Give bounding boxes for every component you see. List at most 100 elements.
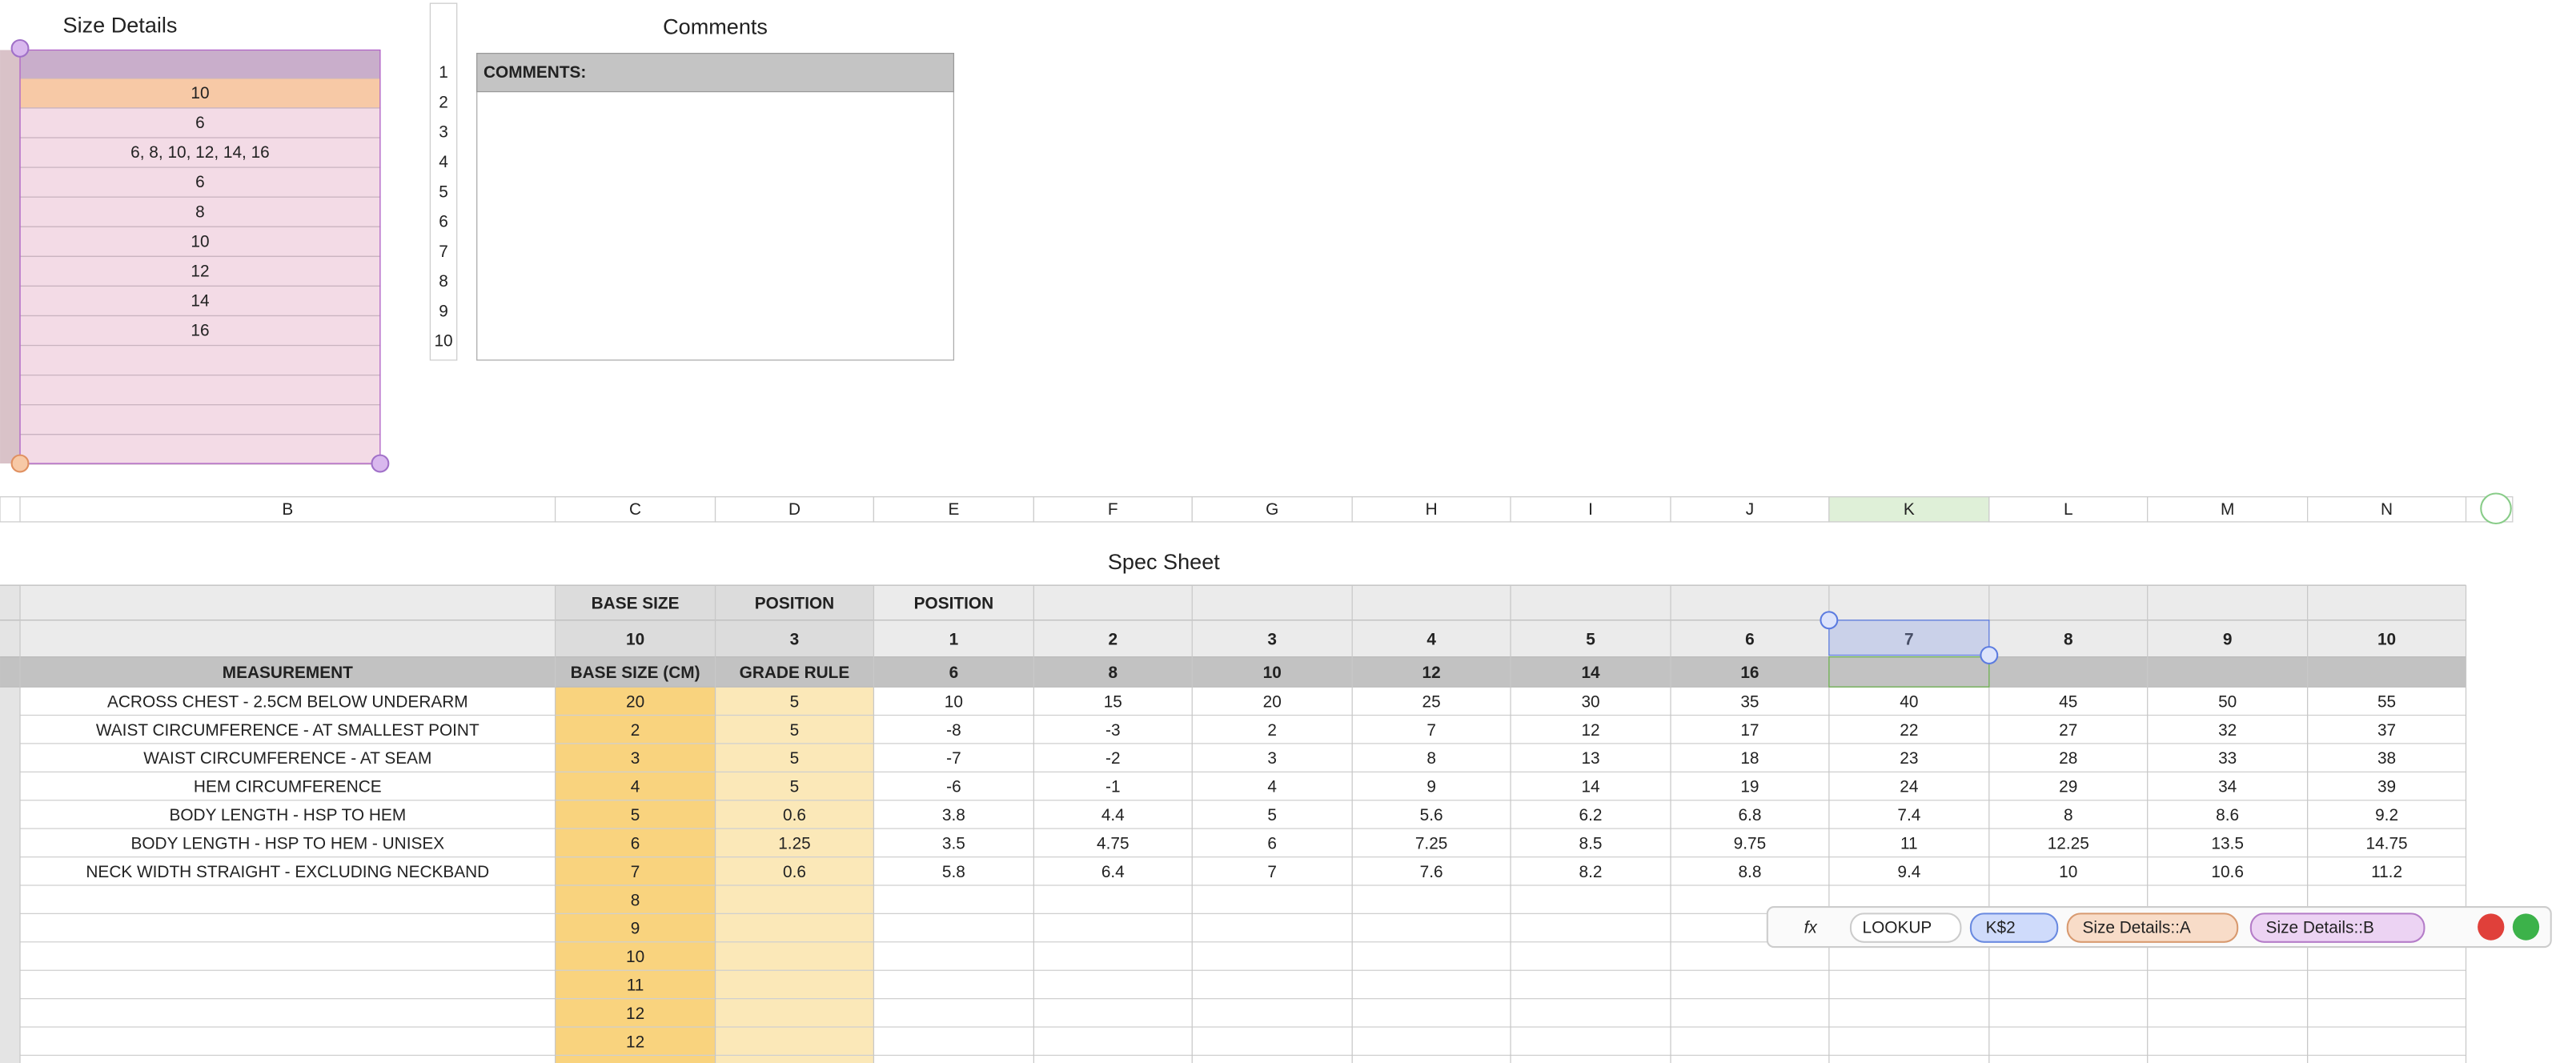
cell-text: 7 <box>631 863 640 881</box>
cell <box>19 434 381 465</box>
reference-text: K$2 <box>1986 919 2016 937</box>
cell-text: 9 <box>2223 630 2233 648</box>
cell-text: 8.8 <box>1738 863 1761 881</box>
cell-text: 20 <box>1263 692 1282 711</box>
cell-text: 3 <box>1267 630 1277 648</box>
cell-text: 10 <box>191 232 209 251</box>
cell-text: F <box>1108 500 1118 519</box>
cell <box>555 687 716 716</box>
fx-icon: fx <box>1804 919 1819 937</box>
cell-text: 10 <box>434 332 452 351</box>
resize-handle[interactable] <box>1980 646 1999 665</box>
cell-text: 4 <box>439 153 448 171</box>
cell-text: 5 <box>790 778 800 796</box>
resize-handle[interactable] <box>1820 611 1839 630</box>
cell-text: BODY LENGTH - HSP TO HEM - UNISEX <box>130 834 444 852</box>
cell-text: 5 <box>1267 806 1277 824</box>
reference-token[interactable] <box>2066 913 2239 943</box>
resize-handle[interactable] <box>10 454 30 473</box>
cell-text: 2 <box>1109 630 1118 648</box>
function-name: LOOKUP <box>1863 919 1932 937</box>
cell-text: 3 <box>439 123 448 142</box>
cell-text: 10 <box>626 630 644 648</box>
pause-button[interactable] <box>2480 492 2512 525</box>
column-header <box>714 496 875 523</box>
cell-text: 6 <box>439 213 448 231</box>
cell-text: 3.5 <box>942 834 965 852</box>
cell-text: 6 <box>1267 834 1277 852</box>
cell-text: 3 <box>790 630 800 648</box>
reference-token[interactable] <box>2249 913 2426 943</box>
cell-text: -8 <box>946 721 961 740</box>
cell-text: 10 <box>945 692 963 711</box>
cell-text: 16 <box>191 322 209 340</box>
cell-text: 12 <box>626 1033 644 1051</box>
cell-text: 30 <box>1581 692 1599 711</box>
cell-text: 10 <box>2377 630 2396 648</box>
row-header-col <box>429 2 458 361</box>
cell-text: C <box>629 500 641 519</box>
cell-text: 10 <box>626 948 644 966</box>
reference-token[interactable] <box>1969 913 2059 943</box>
cell-text: 22 <box>1900 721 1918 740</box>
cell-text: 32 <box>2218 721 2237 740</box>
cell-text: 40 <box>1900 692 1918 711</box>
cell <box>715 687 874 716</box>
cell-text: 10 <box>191 84 209 102</box>
cell-text: 9 <box>439 302 448 320</box>
selection <box>19 49 381 464</box>
cell-text: 6 <box>195 114 205 132</box>
cell-text: 29 <box>2059 778 2077 796</box>
cell-text: 7.25 <box>1415 834 1448 852</box>
cell <box>555 828 716 857</box>
cell-text: BODY LENGTH - HSP TO HEM <box>169 806 406 824</box>
cell <box>555 1055 716 1063</box>
cell-text: 5.8 <box>942 863 965 881</box>
cell <box>715 913 874 942</box>
cell-text: 5 <box>790 721 800 740</box>
cell-text: 8.2 <box>1579 863 1603 881</box>
column-header <box>19 496 556 523</box>
resize-handle[interactable] <box>10 38 30 58</box>
cell-text: 6.2 <box>1579 806 1603 824</box>
header <box>20 585 2466 657</box>
cell <box>715 800 874 829</box>
resize-handle[interactable] <box>371 454 390 473</box>
cell-text: WAIST CIRCUMFERENCE - AT SMALLEST POINT <box>96 721 479 740</box>
cell-text: H <box>1426 500 1438 519</box>
column-header <box>1988 496 2149 523</box>
cell-text: 18 <box>1740 749 1759 768</box>
accept-button[interactable] <box>2512 913 2540 941</box>
cell-text: 20 <box>626 692 644 711</box>
cell-text: 12 <box>626 1005 644 1023</box>
cell <box>555 941 716 971</box>
cell-text: 5 <box>439 183 448 201</box>
cell-text: 7 <box>1267 863 1277 881</box>
column-header <box>2307 496 2467 523</box>
cell <box>555 998 716 1028</box>
cell-text: 9.2 <box>2375 806 2398 824</box>
cell <box>715 715 874 744</box>
cell-text: 4 <box>1267 778 1277 796</box>
cell-text: -6 <box>946 778 961 796</box>
cancel-button[interactable] <box>2478 913 2505 941</box>
cell-text: 4 <box>1426 630 1436 648</box>
cell-text: -7 <box>946 749 961 768</box>
comment-box <box>476 53 955 361</box>
cell-text: 2 <box>439 93 448 111</box>
cell-text: 39 <box>2377 778 2396 796</box>
cell <box>715 743 874 772</box>
cell-text: 9 <box>1426 778 1436 796</box>
cell-text: 9 <box>631 920 640 938</box>
cell-text: 3 <box>1267 749 1277 768</box>
function-token[interactable] <box>1849 913 1962 943</box>
cell-text: 8 <box>1426 749 1436 768</box>
cell-text: 6 <box>949 664 959 682</box>
cell-text: 6.4 <box>1101 863 1125 881</box>
cell-text: 5.6 <box>1420 806 1443 824</box>
cell-text: ACROSS CHEST - 2.5CM BELOW UNDERARM <box>107 692 468 711</box>
cell-text: 12 <box>191 262 209 280</box>
cell <box>715 970 874 999</box>
